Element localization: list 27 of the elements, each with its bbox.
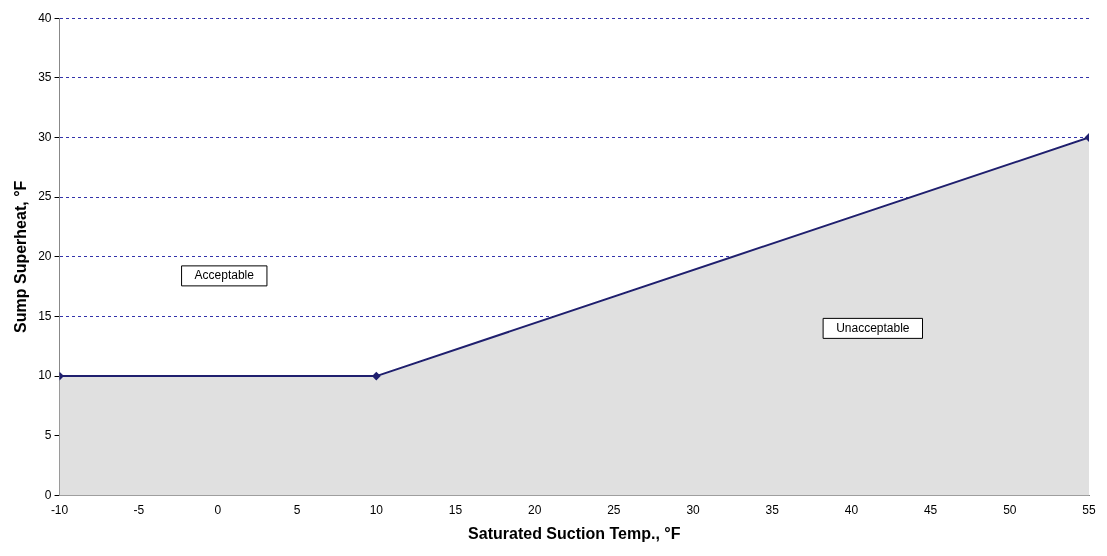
y-tick-label: 0 [44, 487, 52, 502]
x-tick-label: 50 [1003, 502, 1017, 517]
y-tick-label: 5 [44, 428, 52, 443]
x-tick-label: 10 [369, 502, 384, 517]
y-tick-label: 35 [38, 70, 52, 85]
x-tick-label: 5 [293, 502, 301, 517]
x-tick-label: -5 [133, 502, 145, 517]
y-tick-label: 30 [38, 129, 52, 144]
x-tick-label: 20 [528, 502, 542, 517]
y-tick-label: 40 [38, 10, 52, 25]
annotation: Unacceptable [836, 320, 910, 335]
x-tick-label: -10 [50, 502, 69, 517]
x-tick-label: 40 [844, 502, 859, 517]
annotation: Acceptable [194, 268, 255, 283]
x-axis-title: Saturated Suction Temp., °F [468, 524, 681, 542]
y-tick-label: 15 [38, 308, 52, 323]
x-tick-label: 30 [686, 502, 701, 517]
y-tick-label: 10 [38, 368, 52, 383]
y-tick-label: 25 [38, 189, 52, 204]
y-axis-title: Sump Superheat, °F [12, 180, 30, 333]
x-tick-label: 35 [765, 502, 780, 517]
x-tick-label: 55 [1082, 502, 1096, 517]
x-tick-label: 0 [214, 502, 222, 517]
x-tick-label: 25 [607, 502, 621, 517]
y-tick-label: 20 [38, 249, 52, 264]
x-tick-label: 45 [923, 502, 938, 517]
x-tick-label: 15 [448, 502, 463, 517]
